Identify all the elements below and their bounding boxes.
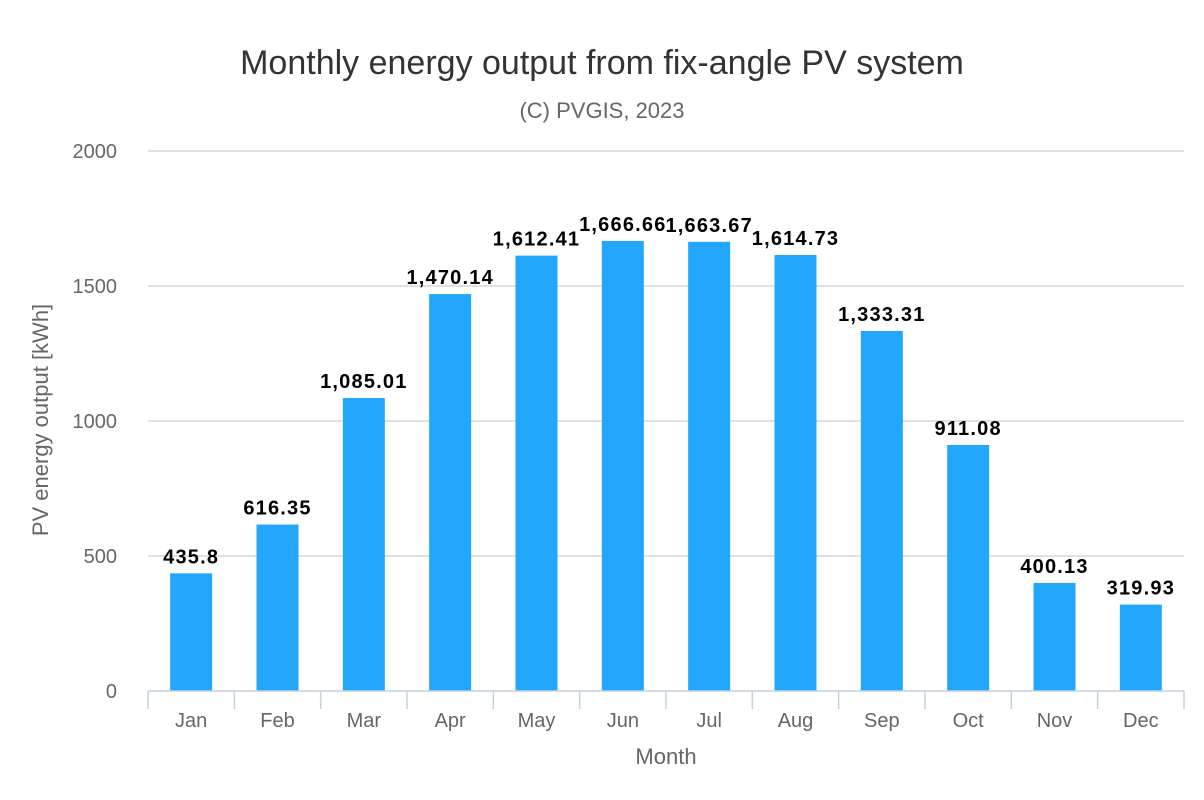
- data-labels: 435.8 616.35 1,085.01 1,470.141,612.411,666…: [163, 214, 1175, 600]
- x-tick-label: Mar: [347, 710, 382, 732]
- bar-aug: [774, 255, 817, 692]
- data-label: 1,663.67: [665, 215, 752, 237]
- chart-title: Monthly energy output from fix-angle PV …: [240, 44, 964, 82]
- x-tick-label: Oct: [953, 710, 985, 732]
- data-label: 1,333.31: [838, 304, 925, 326]
- bar-jun: [601, 241, 644, 691]
- data-label: 911.08: [935, 418, 1002, 440]
- bar-jul: [688, 241, 731, 692]
- bar-may: [515, 255, 558, 692]
- x-tick-label: Feb: [260, 710, 294, 732]
- data-label: 1,612.41: [493, 229, 580, 251]
- bar-jan: [170, 573, 213, 691]
- data-label: 1,470.14: [406, 267, 493, 289]
- data-label: 1,085.01: [320, 371, 407, 393]
- y-tick-label: 2000: [73, 141, 118, 163]
- y-axis-title: PV energy output [kWh]: [28, 304, 53, 536]
- x-tick-label: Jan: [175, 710, 207, 732]
- x-tick-label: Jul: [696, 710, 722, 732]
- y-tick-label: 500: [84, 546, 117, 568]
- data-label: 616.35: [243, 498, 311, 520]
- x-tick-label: Nov: [1037, 710, 1073, 732]
- x-tick-label: Apr: [435, 710, 466, 732]
- x-axis: Jan Feb Mar Apr May Jun Jul Aug Sep Oct Nov Dec: [147, 690, 1185, 732]
- data-label: 1,614.73: [752, 228, 839, 250]
- y-tick-label: 0: [106, 681, 117, 703]
- x-tick-label: May: [518, 710, 556, 732]
- bar-dec: [1119, 604, 1162, 691]
- bar-apr: [429, 294, 472, 691]
- chart-subtitle: (C) PVGIS, 2023: [519, 98, 685, 123]
- y-tick-label: 1500: [73, 276, 118, 298]
- x-tick-label: Aug: [778, 710, 814, 732]
- bar-oct: [947, 445, 990, 691]
- y-axis-ticks: 0 500 1000 1500 2000: [73, 141, 118, 703]
- y-tick-label: 1000: [73, 411, 118, 433]
- bar-mar: [342, 398, 385, 691]
- x-tick-label: Sep: [864, 710, 900, 732]
- bar-feb: [256, 524, 299, 691]
- bar-sep: [860, 331, 903, 691]
- bar-nov: [1033, 582, 1076, 691]
- gridlines: [148, 150, 1184, 557]
- data-label: 435.8: [163, 546, 219, 568]
- data-label: 400.13: [1020, 556, 1088, 578]
- x-tick-label: Dec: [1123, 710, 1159, 732]
- data-label: 319.93: [1107, 578, 1175, 600]
- data-label: 1,666.66: [579, 214, 666, 236]
- bars: [170, 241, 1162, 692]
- x-tick-label: Jun: [607, 710, 639, 732]
- x-axis-title: Month: [635, 744, 696, 769]
